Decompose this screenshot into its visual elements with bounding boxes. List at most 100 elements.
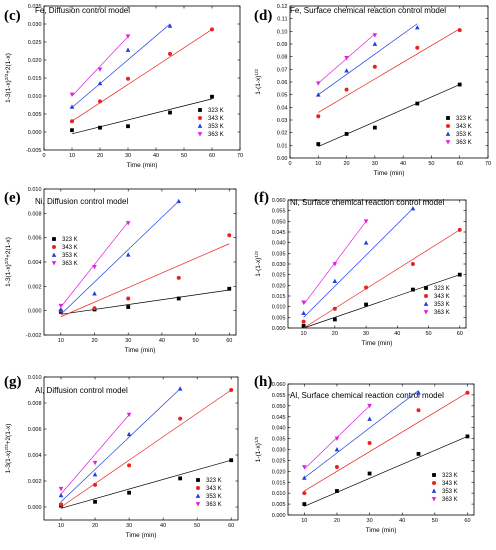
y-tick-label: 0.010 [28, 375, 42, 381]
data-point [176, 198, 182, 204]
data-point [415, 101, 420, 106]
data-point [167, 23, 173, 28]
y-tick-label: 0.060 [272, 198, 286, 204]
x-tick-label: 40 [399, 518, 405, 524]
legend-marker [432, 481, 436, 485]
legend-marker [423, 310, 429, 315]
fit-line [71, 23, 171, 108]
data-point [334, 464, 339, 469]
fit-line [60, 243, 230, 318]
y-tick-label: 0.004 [28, 260, 42, 266]
legend-label: 343 K [208, 116, 224, 122]
y-tick-label: 0.03 [277, 118, 288, 124]
data-point [302, 502, 307, 506]
x-tick-label: 40 [394, 331, 400, 337]
panel-letter: (e) [4, 190, 21, 206]
ylabel-segment: +2(1-x) [5, 424, 12, 445]
legend-label: 343 K [442, 481, 458, 487]
y-tick-label: 0.11 [277, 17, 287, 23]
data-point [126, 124, 130, 129]
fit-line [60, 289, 230, 315]
x-tick-label: 20 [334, 518, 340, 524]
x-tick-label: 70 [485, 161, 491, 167]
data-point [416, 408, 421, 413]
data-point [344, 68, 349, 73]
legend-label: 363 K [434, 310, 450, 316]
data-point [367, 416, 372, 421]
data-point [58, 303, 64, 309]
y-tick-label: 0.09 [277, 42, 288, 48]
series-353k [301, 206, 416, 318]
y-tick-label: 0.004 [28, 453, 42, 459]
data-point [367, 440, 372, 445]
series-353k [316, 23, 420, 97]
data-point [457, 272, 462, 277]
data-point [301, 319, 306, 324]
y-tick-label: 0.01 [277, 143, 288, 149]
series-353k [302, 390, 421, 480]
legend-label: 323 K [434, 286, 450, 292]
y-tick-label: 0.040 [272, 241, 286, 247]
legend: 323 K 343 K 353 K 363 K [445, 116, 472, 146]
y-tick-label: 0.008 [28, 211, 42, 217]
y-tick-label: 0.02 [277, 131, 288, 137]
series-343k [301, 227, 462, 329]
y-tick-label: 0.040 [272, 426, 286, 432]
x-tick-label: 60 [228, 523, 234, 529]
series-343k [70, 27, 214, 124]
data-point [168, 110, 172, 115]
legend-label: 363 K [206, 502, 222, 508]
x-tick-label: 40 [153, 153, 159, 159]
data-point [178, 476, 183, 481]
data-point [372, 64, 377, 69]
legend-marker [197, 123, 203, 128]
legend-label: 353 K [208, 124, 224, 130]
fit-line [71, 29, 213, 122]
y-axis-label: 1-(1-x)1/3 [254, 436, 263, 462]
y-tick-label: 0.020 [272, 469, 286, 475]
data-point [363, 219, 369, 224]
fit-line [304, 390, 419, 479]
x-tick-label: 60 [457, 331, 463, 337]
x-tick-label: 30 [363, 331, 369, 337]
legend-label: 323 K [456, 116, 472, 122]
fit-line [303, 274, 460, 329]
data-point [125, 34, 131, 39]
x-tick-label: 10 [58, 523, 64, 529]
x-axis-label: Time (min) [125, 347, 156, 354]
legend-marker [198, 108, 202, 112]
x-tick-label: 20 [332, 331, 338, 337]
data-point [465, 434, 470, 439]
y-tick-label: 0.020 [28, 58, 42, 64]
panel-g: 10 20 30 40 50 60 0.000 0.002 0.004 0.006 0.008 0.0… [4, 374, 239, 539]
fit-line [318, 23, 418, 95]
data-point [229, 388, 234, 392]
legend-marker [432, 473, 436, 477]
data-point [457, 28, 462, 33]
x-axis-label: Time (min) [127, 162, 158, 169]
fit-line [60, 389, 232, 508]
panel-d: 0 10 20 30 40 50 60 70 0.00 0.01 0.02 0.03 0.04 0.05 0… [254, 4, 492, 177]
series-343k [58, 233, 232, 318]
legend-marker [424, 286, 428, 290]
series-363k [316, 33, 378, 86]
data-point [302, 475, 307, 480]
panel-title: Ni, Diffusion control model [35, 197, 128, 206]
y-tick-label: 0.010 [28, 187, 42, 193]
data-point [227, 286, 232, 291]
y-axis-label: 1-3(1-x)2/3+2(1-x) [4, 53, 13, 103]
ylabel-superscript: 1/3 [254, 436, 259, 443]
data-point [301, 300, 306, 305]
series-323k [316, 82, 462, 147]
y-tick-label: 0.006 [28, 236, 42, 242]
data-point [229, 458, 234, 463]
legend-label: 323 K [442, 473, 458, 479]
x-tick-label: 10 [58, 338, 64, 344]
ylabel-segment: +2(1-x) [5, 237, 12, 258]
data-point [457, 227, 462, 232]
x-tick-label: 50 [428, 161, 434, 167]
data-point [92, 472, 98, 477]
y-tick-label: 0.050 [272, 404, 286, 410]
legend-marker [195, 493, 201, 498]
ylabel-segment: 1-3(1-x) [5, 264, 12, 287]
